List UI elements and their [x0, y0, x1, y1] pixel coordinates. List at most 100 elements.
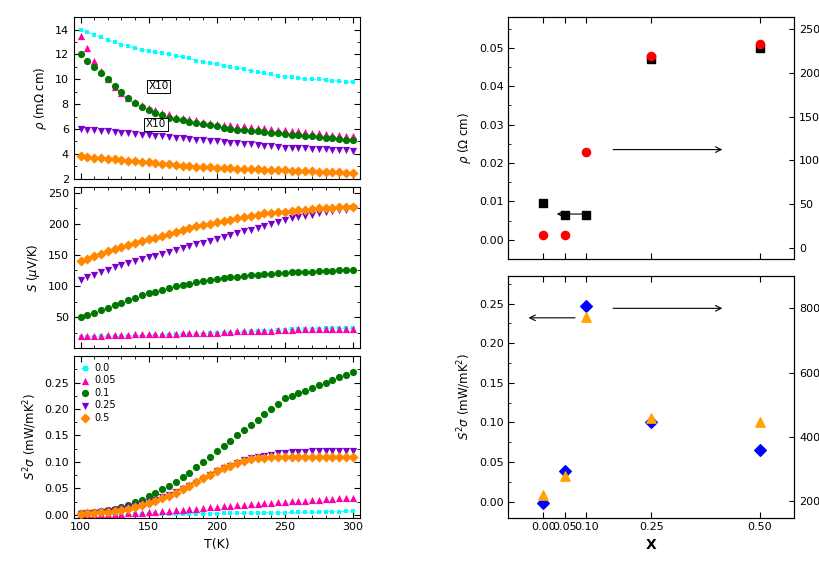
- Point: [559, 466, 572, 476]
- Point: [333, 131, 346, 140]
- Point: [333, 266, 346, 275]
- Point: [285, 452, 298, 461]
- Point: [102, 507, 115, 516]
- Point: [258, 451, 271, 460]
- Point: [162, 506, 175, 515]
- Point: [271, 217, 284, 227]
- Y-axis label: $S$ ($\mu$V/K): $S$ ($\mu$V/K): [25, 243, 42, 292]
- Point: [162, 109, 175, 118]
- Point: [190, 278, 203, 287]
- Point: [135, 237, 148, 246]
- Point: [129, 330, 142, 339]
- Point: [74, 509, 87, 519]
- Point: [278, 125, 292, 135]
- Point: [122, 500, 135, 509]
- Point: [81, 331, 94, 340]
- Point: [156, 494, 169, 503]
- Point: [292, 452, 305, 461]
- Point: [156, 108, 169, 117]
- Point: [170, 227, 183, 236]
- Point: [74, 509, 87, 519]
- Point: [183, 162, 196, 171]
- Point: [190, 162, 203, 171]
- Point: [203, 118, 216, 127]
- Point: [312, 447, 325, 456]
- Point: [251, 140, 264, 150]
- Point: [197, 457, 210, 466]
- Point: [88, 331, 101, 340]
- Point: [197, 474, 210, 483]
- Point: [244, 122, 257, 132]
- Point: [299, 131, 312, 140]
- Point: [183, 279, 196, 288]
- Point: [156, 132, 169, 141]
- Point: [183, 117, 196, 126]
- Point: [217, 502, 230, 511]
- Point: [74, 152, 87, 161]
- Point: [162, 490, 175, 499]
- Point: [210, 137, 224, 146]
- Point: [170, 160, 183, 170]
- Point: [170, 488, 183, 497]
- Point: [203, 236, 216, 246]
- Point: [346, 266, 360, 275]
- Point: [305, 205, 319, 214]
- Point: [74, 331, 87, 340]
- Point: [340, 205, 353, 214]
- Point: [271, 452, 284, 461]
- Point: [278, 129, 292, 139]
- Point: [258, 221, 271, 231]
- Point: [203, 136, 216, 145]
- Point: [108, 509, 121, 519]
- Point: [346, 452, 360, 461]
- Point: [217, 463, 230, 473]
- Point: [251, 499, 264, 508]
- Point: [244, 455, 257, 464]
- Point: [319, 266, 333, 275]
- Point: [108, 506, 121, 515]
- Point: [149, 131, 162, 140]
- Point: [135, 101, 148, 110]
- Point: [333, 324, 346, 333]
- Point: [210, 467, 224, 476]
- Point: [197, 474, 210, 484]
- Point: [149, 251, 162, 260]
- Y-axis label: $S^2\sigma$ (mW/mK$^2$): $S^2\sigma$ (mW/mK$^2$): [455, 353, 473, 440]
- Point: [88, 252, 101, 261]
- Point: [94, 508, 107, 517]
- Point: [190, 463, 203, 472]
- Point: [285, 391, 298, 400]
- Point: [312, 132, 325, 141]
- Point: [88, 125, 101, 135]
- Point: [231, 327, 244, 336]
- Point: [753, 446, 767, 455]
- Text: X10: X10: [148, 81, 169, 91]
- Point: [299, 211, 312, 220]
- Point: [271, 449, 284, 458]
- Point: [81, 310, 94, 320]
- Point: [346, 146, 360, 155]
- Point: [299, 325, 312, 334]
- Point: [326, 133, 339, 143]
- Point: [238, 227, 251, 236]
- Point: [197, 162, 210, 171]
- Point: [142, 131, 155, 140]
- Point: [142, 253, 155, 262]
- Point: [292, 131, 305, 140]
- Point: [102, 75, 115, 84]
- Point: [142, 106, 155, 115]
- Point: [251, 270, 264, 279]
- Point: [217, 163, 230, 172]
- Point: [285, 496, 298, 505]
- Point: [115, 505, 128, 514]
- Point: [319, 207, 333, 216]
- Point: [149, 233, 162, 242]
- Point: [102, 505, 115, 515]
- Point: [108, 301, 121, 310]
- Y-axis label: $\rho$ ($\Omega$ cm): $\rho$ ($\Omega$ cm): [456, 112, 473, 164]
- Point: [231, 272, 244, 281]
- Point: [278, 143, 292, 152]
- Point: [94, 507, 107, 516]
- Point: [129, 98, 142, 108]
- Point: [312, 208, 325, 217]
